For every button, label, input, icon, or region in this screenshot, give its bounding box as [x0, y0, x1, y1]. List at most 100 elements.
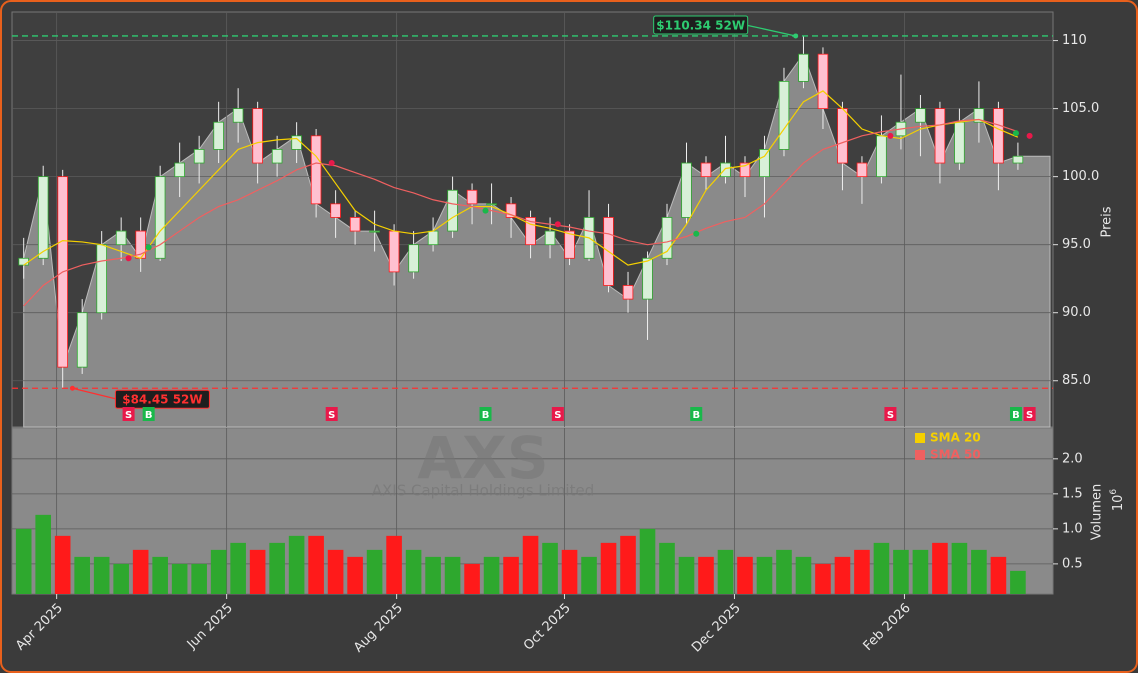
volume-bar	[815, 563, 831, 594]
arrow-head	[69, 385, 75, 391]
signal-label: S	[887, 410, 894, 421]
y-tick-label: 100.0	[1062, 169, 1099, 184]
volume-bar	[288, 535, 305, 594]
candle-body	[310, 135, 322, 205]
signal-box	[884, 407, 897, 421]
candle-body	[96, 244, 107, 314]
candle-body	[564, 230, 575, 259]
candle-body	[681, 162, 692, 218]
volume-bar	[191, 563, 207, 594]
signal-dot	[125, 255, 132, 262]
legend-swatch	[915, 433, 925, 443]
candle-body	[778, 80, 790, 150]
candle-body	[661, 217, 673, 259]
candle-body	[193, 149, 205, 164]
volume-bar	[893, 549, 909, 594]
volume-bar	[951, 542, 968, 594]
candle-body	[252, 108, 263, 164]
candle-body	[856, 162, 868, 178]
candle-body	[115, 230, 127, 246]
candle-body	[1012, 155, 1024, 164]
volume-bar	[659, 542, 675, 594]
annotation-box	[653, 15, 749, 35]
signal-dot	[145, 244, 152, 251]
volume-bar	[678, 556, 695, 594]
y-tick-label: 110	[1062, 33, 1087, 48]
signal-label: S	[328, 410, 335, 421]
signal-dot	[328, 160, 335, 167]
signal-box	[690, 407, 703, 421]
candle-body	[76, 312, 88, 368]
candle-body	[720, 162, 731, 178]
y-tick-label: 85.0	[1062, 373, 1091, 388]
volume-bar	[210, 549, 227, 594]
candle-body	[388, 230, 400, 273]
y-tick-label: 1.0	[1062, 521, 1083, 536]
ticker-watermark: AXS	[417, 424, 548, 492]
candle-body	[291, 135, 302, 150]
y-axis-label: Preis	[1100, 206, 1115, 237]
volume-bar	[932, 542, 948, 594]
y-tick-label: 1.5	[1062, 486, 1083, 501]
sma-line	[23, 90, 1019, 266]
volume-bar	[639, 528, 656, 594]
candle-body	[486, 203, 497, 206]
signal-box	[479, 407, 492, 421]
signal-box	[1023, 407, 1036, 421]
candle-body	[993, 108, 1004, 164]
volume-bar	[522, 535, 539, 594]
volume-bar	[503, 556, 519, 594]
volume-bar	[425, 556, 441, 594]
y-tick-label: 0.5	[1062, 556, 1083, 571]
volume-bar	[854, 549, 870, 594]
volume-bar	[795, 556, 812, 594]
candle-body	[837, 108, 848, 164]
candle-body	[427, 230, 439, 246]
volume-bar	[698, 556, 714, 594]
signal-box	[325, 407, 338, 421]
volume-bar	[561, 549, 578, 594]
signal-box	[122, 407, 135, 421]
volume-bar	[152, 556, 168, 594]
volume-bar	[171, 563, 188, 594]
scale-exponent: 6	[1109, 489, 1119, 495]
volume-bar	[35, 514, 51, 594]
annotation-box	[114, 389, 210, 409]
legend-label: SMA 50	[930, 448, 981, 462]
annotation-label: $84.45 52W	[122, 393, 202, 407]
scale-base: 10	[1111, 495, 1126, 512]
arrow-head	[793, 33, 799, 39]
candle-body	[213, 121, 224, 150]
signal-dot	[693, 230, 700, 237]
candle-body	[759, 149, 770, 178]
legend-swatch	[915, 450, 925, 460]
volume-bar	[756, 556, 773, 594]
volume-bar	[347, 556, 363, 594]
volume-bar	[620, 535, 636, 594]
arrow	[72, 387, 118, 400]
candle-body	[622, 285, 634, 300]
signal-label: S	[1026, 410, 1033, 421]
candle-body	[37, 176, 49, 259]
volume-bar	[113, 563, 129, 594]
candle-body	[739, 162, 751, 178]
volume-bar	[230, 542, 246, 594]
volume-bar	[54, 535, 71, 594]
candle-body	[154, 176, 166, 259]
y-tick-label: 105.0	[1062, 101, 1099, 116]
scale-label: 106	[1109, 489, 1126, 512]
signal-dot	[1026, 132, 1033, 139]
signal-label: B	[1012, 410, 1020, 421]
volume-bar	[737, 556, 753, 594]
volume-bar	[912, 549, 929, 594]
y-axis-label: Volumen	[1090, 484, 1105, 541]
annotation-label: $110.34 52W	[656, 18, 745, 32]
signal-label: B	[145, 410, 153, 421]
signal-dot	[1012, 130, 1019, 137]
volume-bar	[74, 556, 90, 594]
legend-label: SMA 20	[930, 431, 981, 445]
volume-bar	[269, 542, 285, 594]
arrow	[745, 24, 796, 37]
volume-bar	[464, 563, 480, 594]
